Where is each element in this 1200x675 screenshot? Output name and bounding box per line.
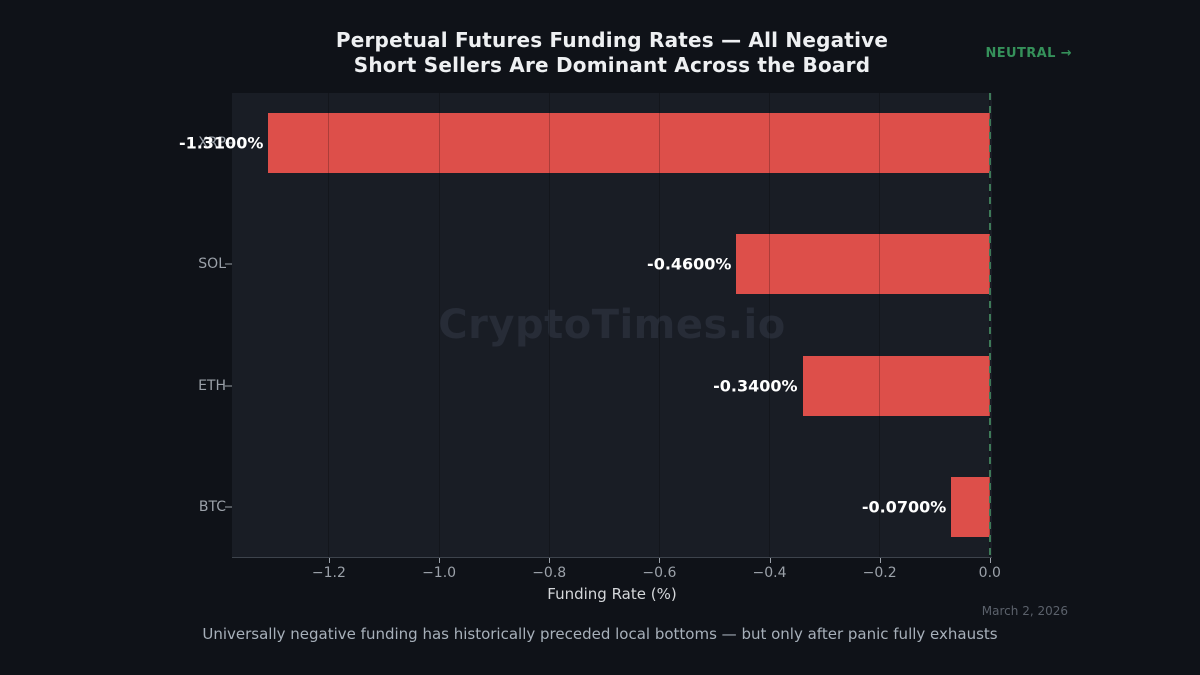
bar-xrp [268, 113, 990, 173]
x-tick-label: −0.6 [642, 565, 677, 581]
x-tick [659, 558, 661, 563]
value-label-sol: -0.4600% [647, 254, 732, 274]
bar-eth [802, 355, 990, 416]
x-tick-label: −0.2 [862, 565, 897, 581]
x-tick [989, 558, 991, 563]
x-tick [769, 558, 771, 563]
x-tick [328, 558, 330, 563]
y-tick [225, 385, 232, 387]
chart-title-line1: Perpetual Futures Funding Rates — All Ne… [335, 28, 889, 52]
gridline [438, 93, 440, 557]
gridline [879, 93, 881, 557]
x-tick [549, 558, 551, 563]
chart-title-line2: Short Sellers Are Dominant Across the Bo… [353, 53, 871, 77]
gridline [658, 93, 660, 557]
sentiment-badge: NEUTRAL → [985, 46, 1072, 61]
value-label-btc: -0.0700% [861, 497, 947, 517]
gridline [548, 93, 550, 557]
chart-date: March 2, 2026 [981, 604, 1068, 618]
gridline [328, 93, 330, 557]
x-tick-label: −0.4 [752, 565, 787, 581]
y-tick [225, 263, 232, 265]
x-tick [439, 558, 441, 563]
x-tick-label: −1.2 [311, 565, 346, 581]
y-tick [225, 142, 232, 144]
x-tick-label: 0.0 [978, 565, 1001, 581]
category-label-btc: BTC [198, 498, 226, 515]
value-label-eth: -0.3400% [713, 376, 798, 396]
x-axis-label: Funding Rate (%) [547, 585, 677, 603]
category-label-xrp: XRP [198, 135, 226, 151]
gridline [769, 93, 770, 557]
x-tick-label: −0.8 [532, 565, 567, 581]
bar-btc [951, 476, 990, 537]
plot-area: CryptoTimes.io -1.3100% -0.4600% -0.3400% -… [179, 93, 992, 558]
y-tick [225, 506, 232, 508]
category-label-sol: SOL [198, 256, 226, 273]
footer-note: Universally negative funding has histori… [202, 625, 998, 643]
bar-sol [736, 234, 990, 295]
x-tick-label: −1.0 [422, 565, 457, 581]
value-label-xrp: -1.3100% [178, 133, 264, 153]
zero-reference-line [988, 93, 991, 557]
chart-title: Perpetual Futures Funding Rates — All Ne… [232, 28, 992, 78]
x-tick [879, 558, 881, 563]
category-label-eth: ETH [198, 377, 226, 394]
watermark: CryptoTimes.io [438, 302, 786, 348]
